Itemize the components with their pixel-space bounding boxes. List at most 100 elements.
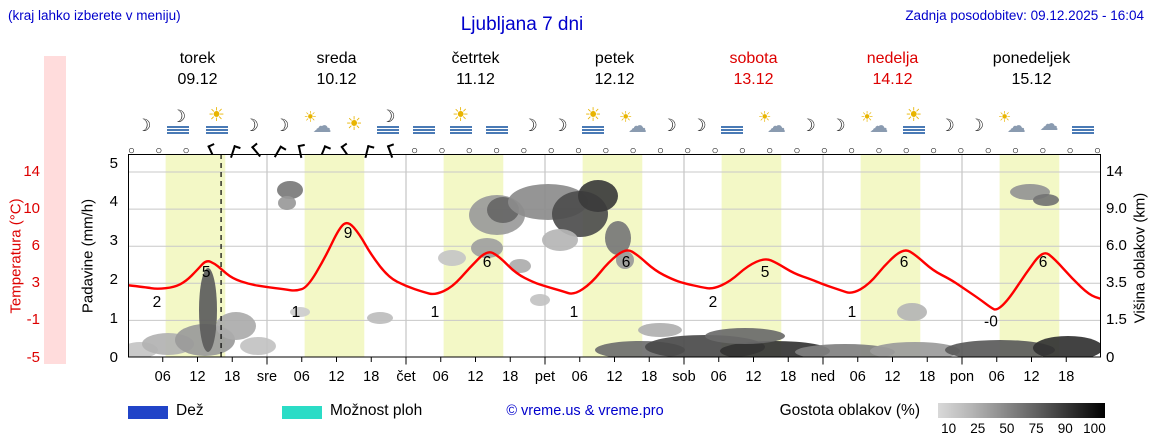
cloud-icon: ☁	[312, 116, 332, 137]
day-tick-label: pet	[534, 369, 556, 385]
day-header-nedelja: nedelja 14.12	[823, 50, 962, 89]
calm-wind-icon: ○	[128, 144, 135, 157]
cloud-area	[1033, 336, 1101, 358]
axis-tick: 9.0	[1106, 200, 1127, 218]
meteogram-chart: 5 9 6 6 5 6 6 2 1 1 1 2 1 -0	[128, 154, 1101, 365]
moon-icon: ☽	[691, 117, 706, 134]
sun-icon: ☀	[905, 105, 923, 126]
hour-tick-label: 18	[1058, 369, 1075, 385]
sun-icon: ☀	[618, 109, 633, 126]
hour-tick-label: 18	[780, 369, 797, 385]
cloud-area	[705, 328, 785, 344]
calm-wind-icon: ○	[1039, 144, 1047, 157]
calm-wind-icon: ○	[766, 144, 774, 157]
temp-max-label: 6	[622, 254, 631, 271]
axis-tick: -1	[26, 311, 40, 329]
day-icons-sreda: ☽ ☀ ☁ ☀ ☽	[267, 96, 406, 137]
calm-wind-icon: ○	[820, 144, 828, 157]
axis-tick: 3.5	[1106, 274, 1127, 292]
cloud-area	[1033, 194, 1059, 206]
day-name: nedelja	[866, 50, 919, 67]
sun-icon: ☀	[345, 114, 363, 135]
showers-legend-label: Možnost ploh	[330, 402, 423, 419]
temp-max-label: 5	[761, 264, 770, 281]
sun-cloud-icon: ☀ ☁	[758, 110, 786, 136]
day-tick-label: ned	[810, 369, 836, 385]
axis-tick: 0	[109, 348, 118, 366]
axis-tick: -5	[26, 348, 40, 366]
fog-icon	[1072, 126, 1095, 134]
credit-link[interactable]: © vreme.us & vreme.pro	[506, 403, 664, 419]
sun-cloud-icon: ☀ ☁	[998, 110, 1026, 137]
fog-icon	[721, 126, 744, 134]
location-hint: (kraj lahko izberete v meniju)	[8, 8, 181, 23]
sun-fog-icon: ☀	[582, 105, 605, 134]
temp-max-label: 6	[900, 254, 909, 271]
axis-tick: 10	[23, 200, 40, 218]
sun-fog-icon: ☀	[205, 106, 228, 134]
showers-legend-swatch	[282, 406, 322, 419]
calm-wind-icon: ○	[182, 144, 190, 157]
calm-wind-icon: ○	[984, 144, 992, 157]
day-headers-row: torek 09.12 sreda 10.12 četrtek 11.12 petek 12.…	[0, 50, 1152, 94]
cloud-icon: ☁	[1006, 116, 1026, 137]
weather-icons-row: ☽ ☽ ☀ ☽ ☽ ☀ ☁ ☀ ☽ ☀ ☽ ☽ ☀ ☀ ☁ ☽ ☽ ☀ ☁ ☽ ☽ ☀ ☁ ☀ ☽ ☽ ☀ ☁ ☁	[0, 96, 1152, 136]
moon-icon: ☽	[552, 116, 568, 135]
density-tick-label: 50	[999, 421, 1015, 436]
hour-tick-label: 06	[432, 369, 449, 385]
calm-wind-icon: ○	[629, 144, 637, 157]
last-updated: Zadnja posodobitev: 09.12.2025 - 16:04	[905, 8, 1144, 23]
day-header-sobota: sobota 13.12	[684, 50, 823, 89]
cloud-area	[542, 229, 578, 251]
hour-tick-label: 06	[571, 369, 588, 385]
sun-fog-icon: ☀	[449, 105, 472, 134]
fog-icon	[167, 126, 190, 134]
axis-tick: 3	[31, 274, 40, 292]
fog-icon	[721, 125, 744, 134]
fog-icon	[205, 126, 228, 134]
cloud-area	[897, 303, 927, 321]
sun-icon: ☀	[584, 105, 602, 126]
hour-tick-label: 06	[988, 369, 1005, 385]
sun-icon: ☀	[303, 109, 317, 126]
moon-icon: ☽	[661, 116, 677, 135]
cloud-area	[870, 342, 960, 358]
day-date: 12.12	[594, 71, 635, 88]
cloud-area	[277, 181, 303, 199]
temp-min-label: 1	[848, 304, 857, 321]
temp-min-label: 2	[709, 294, 718, 311]
day-tick-label: čet	[396, 369, 416, 385]
moon-icon: ☽	[170, 107, 187, 126]
moon-icon: ☽	[800, 117, 815, 134]
sun-icon: ☀	[346, 115, 363, 134]
day-name: sobota	[729, 50, 778, 67]
sun-cloud-icon: ☀ ☁	[303, 109, 332, 137]
calm-wind-icon: ○	[1066, 144, 1074, 157]
hour-tick-label: 12	[467, 369, 484, 385]
moon-icon: ☽	[522, 116, 538, 135]
hour-tick-label: 18	[919, 369, 936, 385]
fog-icon	[486, 126, 509, 134]
sun-fog-icon: ☀	[902, 105, 925, 134]
hour-tick-label: 06	[849, 369, 866, 385]
cloud-area	[367, 312, 393, 324]
calm-wind-icon: ○	[1012, 144, 1019, 157]
moon-icon: ☽	[800, 116, 816, 135]
day-tick-label: pon	[949, 369, 975, 385]
density-tick-label: 75	[1028, 421, 1044, 436]
cloud-icon: ☁	[1039, 114, 1059, 135]
x-axis-ticks: 06 12 18 sre 06 12 18 čet 06 12 18 pet 06 12 18 sob 06 12…	[0, 369, 1152, 387]
sun-icon: ☀	[860, 109, 874, 126]
day-name: ponedeljek	[992, 50, 1071, 67]
axis-tick: 2	[109, 270, 118, 288]
sun-icon: ☀	[452, 105, 470, 126]
day-date: 13.12	[733, 71, 774, 88]
hour-tick-label: 12	[1023, 369, 1040, 385]
hour-tick-label: 18	[641, 369, 658, 385]
calm-wind-icon: ○	[656, 144, 664, 157]
day-icons-sobota: ☽ ☀ ☁ ☽	[684, 96, 823, 136]
cloud-area	[530, 294, 550, 306]
day-tick-label: sre	[256, 369, 278, 385]
moon-icon: ☽	[523, 117, 538, 134]
